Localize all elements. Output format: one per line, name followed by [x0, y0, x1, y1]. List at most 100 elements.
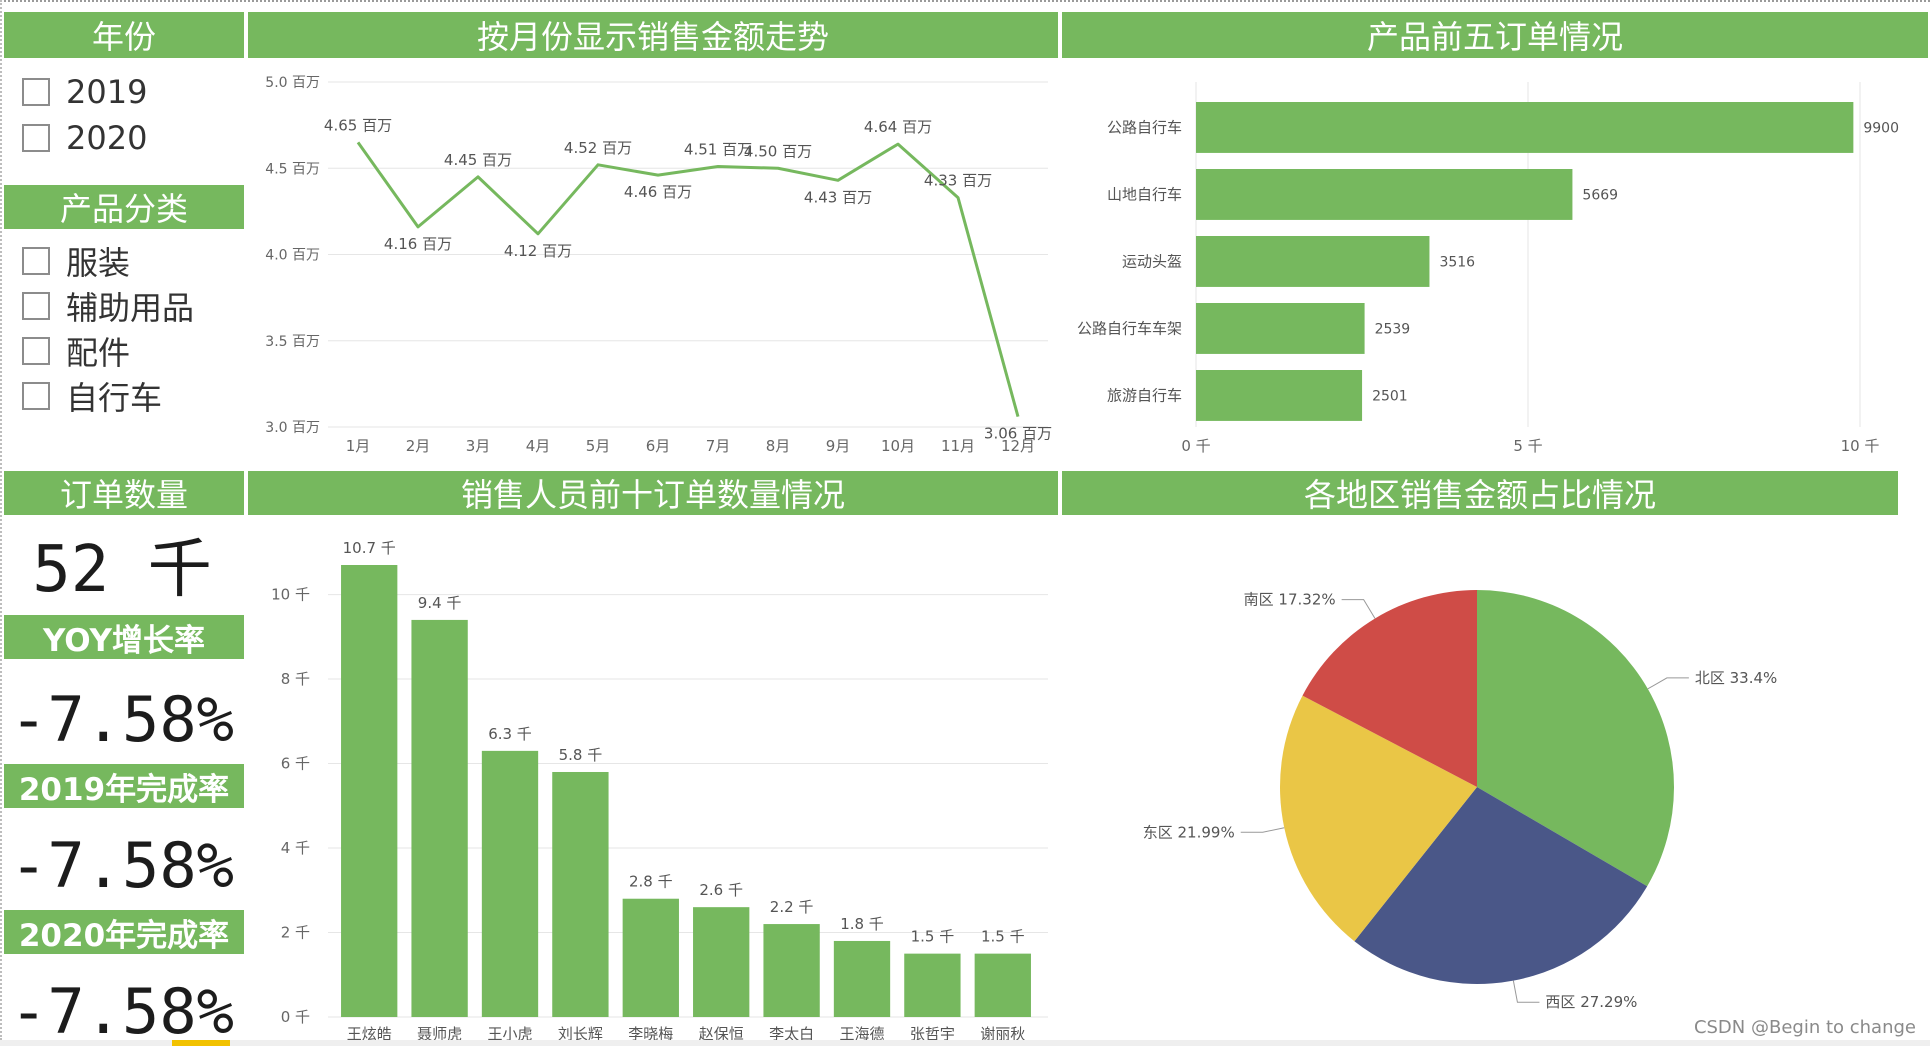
y-tick-label: 旅游自行车	[1107, 386, 1182, 404]
y-tick-label: 4 千	[281, 839, 310, 857]
x-tick-label: 李太白	[769, 1025, 814, 1043]
data-label: 9.4 千	[418, 594, 462, 612]
data-label: 10.7 千	[343, 539, 396, 557]
data-label: 1.5 千	[911, 928, 955, 946]
y-tick-label: 4.0 百万	[265, 248, 320, 264]
x-tick-label: 11月	[941, 437, 975, 455]
pie-chart-title: 各地区销售金额占比情况	[1062, 471, 1898, 515]
x-tick-label: 8月	[766, 437, 791, 455]
x-tick-label: 7月	[706, 437, 731, 455]
pie-slice	[1280, 695, 1477, 942]
bar	[1196, 236, 1430, 287]
y-tick-label: 3.0 百万	[265, 420, 320, 436]
slicer-item[interactable]: 2020	[22, 119, 148, 157]
top-border	[0, 0, 1930, 2]
salespeople-chart-title: 销售人员前十订单数量情况	[248, 471, 1058, 515]
bar	[622, 898, 679, 1017]
data-label: 4.51 百万	[684, 141, 752, 159]
slicer-item[interactable]: 2019	[22, 73, 148, 111]
y-tick-label: 4.5 百万	[265, 161, 320, 177]
watermark: CSDN @Begin to change	[1693, 1017, 1916, 1038]
checkbox[interactable]	[22, 124, 50, 152]
y-tick-label: 公路自行车	[1107, 118, 1182, 136]
bar	[904, 953, 961, 1017]
year-slicer-title: 年份	[4, 12, 244, 58]
x-tick-label: 12月	[1001, 437, 1035, 455]
pie-slice	[1302, 590, 1477, 787]
slicer-item[interactable]: 服装	[22, 243, 130, 282]
x-tick-label: 2月	[406, 437, 431, 455]
y-tick-label: 5.0 百万	[265, 75, 320, 91]
slicer-item-label: 2019	[66, 73, 148, 111]
data-label: 4.33 百万	[924, 172, 992, 190]
data-label: 2501	[1372, 388, 1408, 404]
slicer-item[interactable]: 辅助用品	[22, 288, 194, 327]
product-chart-title: 产品前五订单情况	[1062, 12, 1928, 58]
bar	[1196, 370, 1363, 421]
data-label: 4.45 百万	[444, 151, 512, 169]
bar	[763, 924, 820, 1017]
pie-label: 北区 33.4%	[1695, 669, 1777, 687]
checkbox[interactable]	[22, 337, 50, 365]
slicer-item-label: 服装	[66, 244, 131, 282]
leader-line	[1647, 677, 1689, 690]
order-count-value: 52 千	[32, 533, 212, 607]
slicer-item[interactable]: 自行车	[22, 378, 162, 417]
completion-2019-title: 2019年完成率	[4, 764, 244, 808]
x-tick-label: 10月	[881, 437, 915, 455]
pie-label: 东区 21.99%	[1143, 823, 1235, 841]
checkbox[interactable]	[22, 247, 50, 275]
pie-label: 西区 27.29%	[1545, 993, 1637, 1011]
leader-line	[1341, 599, 1376, 619]
data-label: 5669	[1582, 187, 1618, 203]
x-tick-label: 6月	[646, 437, 671, 455]
data-label: 2.6 千	[699, 881, 743, 899]
x-tick-label: 王小虎	[487, 1025, 532, 1043]
bottom-yellow-marker	[172, 1040, 230, 1046]
bar	[1196, 169, 1573, 220]
order-count-title: 订单数量	[4, 471, 244, 515]
slicer-item-label: 辅助用品	[66, 289, 195, 327]
bar	[552, 771, 609, 1017]
data-label: 2539	[1375, 321, 1411, 337]
slicer-item-label: 2020	[66, 119, 148, 157]
slicer-item-label: 自行车	[66, 379, 163, 417]
bar	[1196, 303, 1365, 354]
y-tick-label: 8 千	[281, 670, 310, 688]
x-tick-label: 谢丽秋	[980, 1025, 1025, 1043]
checkbox[interactable]	[22, 382, 50, 410]
checkbox[interactable]	[22, 78, 50, 106]
data-label: 1.8 千	[840, 915, 884, 933]
bar	[481, 750, 539, 1017]
data-label: 3516	[1439, 254, 1475, 270]
slicer-item[interactable]: 配件	[22, 333, 130, 372]
bar	[411, 619, 468, 1017]
pie-slice	[1354, 787, 1648, 984]
bottom-strip	[0, 1040, 1930, 1046]
data-label: 4.52 百万	[564, 139, 632, 157]
x-tick-label: 王海德	[839, 1025, 884, 1043]
leader-line	[1512, 980, 1540, 1003]
bar	[833, 940, 891, 1017]
x-tick-label: 10 千	[1841, 437, 1880, 455]
category-slicer-title: 产品分类	[4, 185, 244, 229]
bar	[693, 907, 750, 1017]
data-label: 9900	[1863, 120, 1899, 136]
bar	[974, 953, 1031, 1017]
x-tick-label: 赵保恒	[699, 1025, 744, 1043]
yoy-value: -7.58%	[10, 683, 234, 756]
y-tick-label: 6 千	[281, 755, 310, 773]
data-label: 4.65 百万	[324, 116, 392, 134]
x-tick-label: 9月	[826, 437, 851, 455]
top5-products-bar-chart: 0 千 5 千 10 千 公路自行车 9900 山地自行车 5669 运动头盔 3516 公路自行…	[1077, 82, 1899, 455]
left-border	[0, 0, 2, 1040]
x-tick-label: 王炫皓	[347, 1025, 392, 1043]
checkbox[interactable]	[22, 292, 50, 320]
y-tick-label: 山地自行车	[1107, 185, 1182, 203]
x-tick-label: 聂师虎	[417, 1025, 462, 1043]
leader-line	[1240, 827, 1285, 833]
completion-2020-title: 2020年完成率	[4, 910, 244, 954]
completion-2019-value: -7.58%	[10, 829, 234, 902]
data-label: 4.64 百万	[864, 118, 932, 136]
